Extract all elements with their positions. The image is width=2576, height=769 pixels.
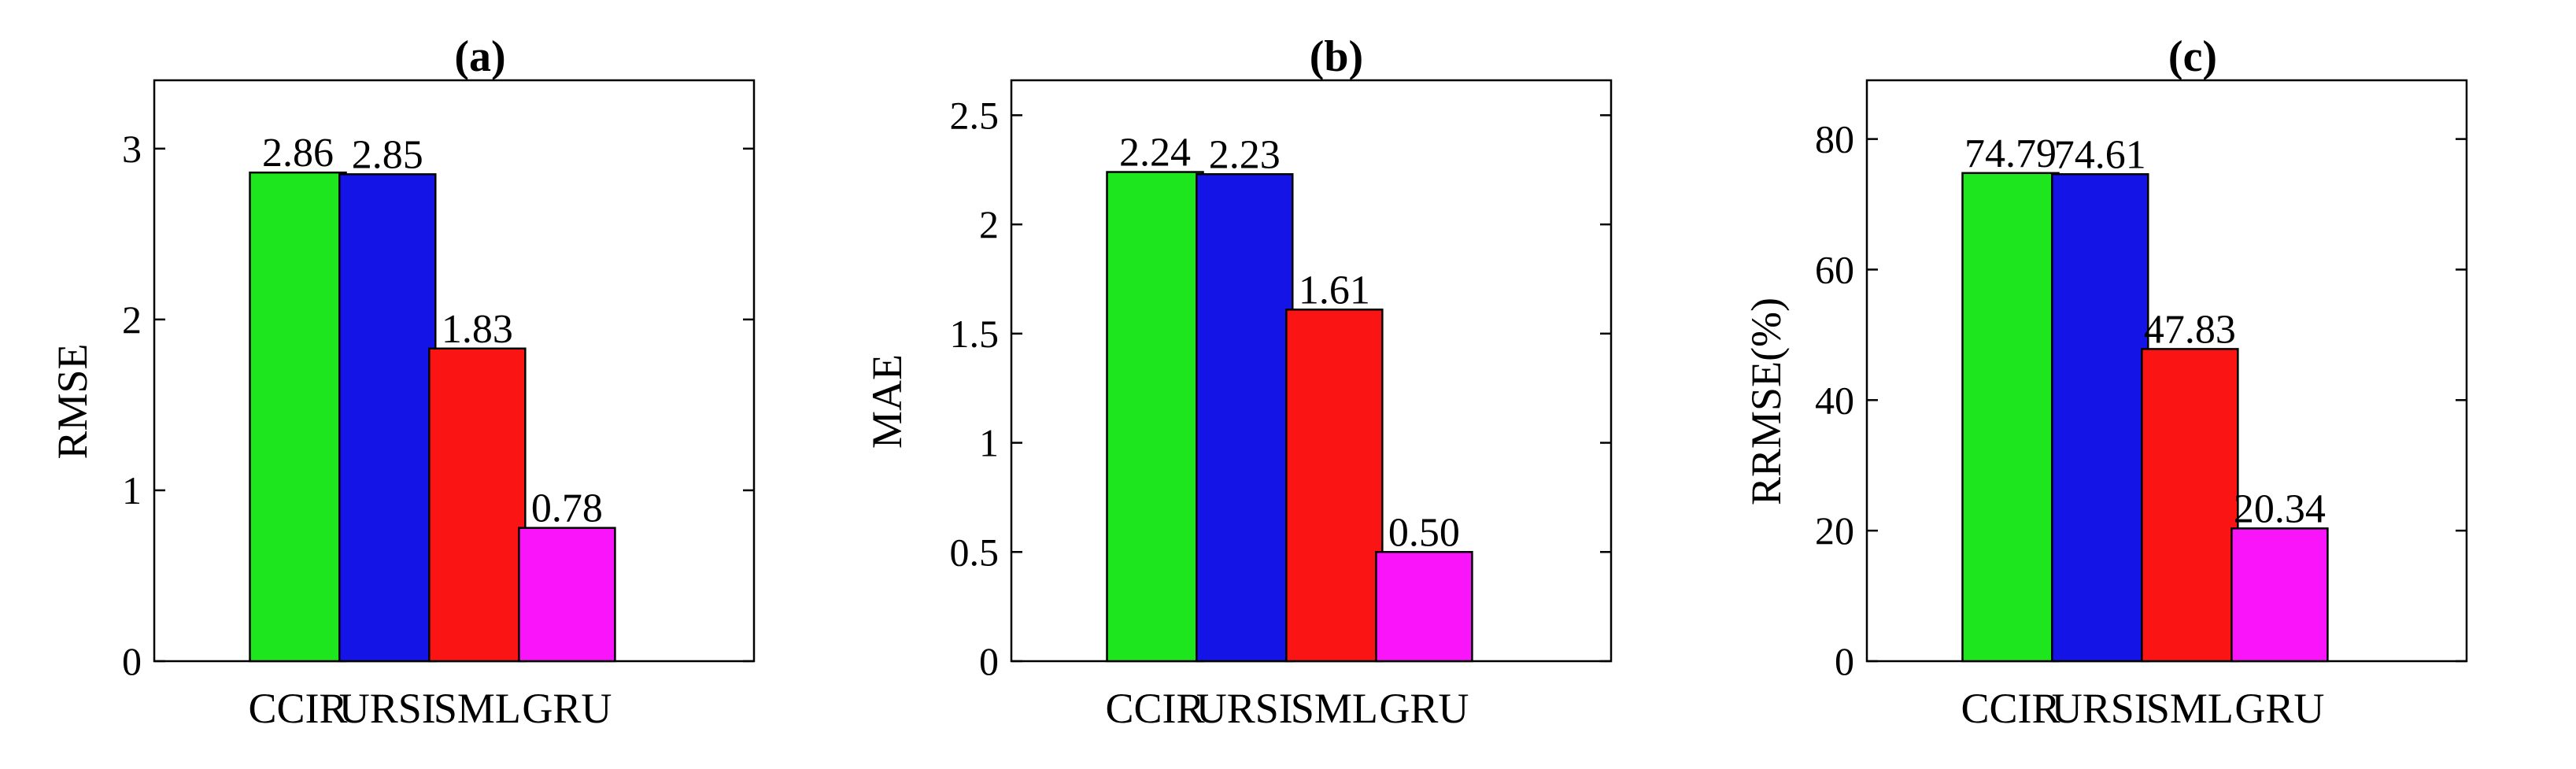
y-tick-label: 0 [1835, 639, 1854, 683]
panel-b-bars: 2.24 2.23 1.61 0.50 [1106, 131, 1473, 663]
x-tick-label-sml: SML [2146, 685, 2234, 732]
panel-a-bars: 2.86 2.85 1.83 0.78 [249, 131, 616, 663]
y-tick-label: 60 [1815, 247, 1854, 291]
x-tick-label-ccir: CCIR [1961, 685, 2060, 732]
bar-sml [428, 347, 527, 663]
y-tick-label: 1 [979, 421, 999, 465]
data-label-sml: 1.61 [1299, 268, 1370, 312]
bar-sml [1285, 309, 1384, 663]
data-label-ursi: 2.23 [1209, 132, 1281, 177]
y-tick-label: 1 [122, 468, 142, 512]
y-tick-label: 3 [122, 127, 142, 171]
bar-ccir [1106, 171, 1204, 663]
x-tick-label-gru: GRU [2234, 685, 2324, 732]
panel-b: (b) MAE 2.24 2.23 1.61 0.50 0 0.5 1 1.5 2 2.5 CC… [863, 32, 1613, 732]
panel-b-yaxis: 0 0.5 1 1.5 2 2.5 [950, 93, 1611, 683]
x-tick-label-gru: GRU [522, 685, 612, 732]
data-label-ursi: 2.85 [352, 132, 423, 177]
x-tick-label-gru: GRU [1379, 685, 1469, 732]
y-tick-label: 0 [979, 639, 999, 683]
panel-c-yaxis: 0 20 40 60 80 [1815, 117, 2467, 683]
y-tick-label: 2 [122, 298, 142, 342]
y-tick-label: 1.5 [950, 312, 1000, 356]
y-tick-label: 80 [1815, 117, 1854, 161]
x-tick-label-sml: SML [434, 685, 521, 732]
bar-gru [2230, 527, 2329, 663]
data-label-ccir: 74.79 [1964, 131, 2057, 176]
bar-gru [1375, 551, 1473, 663]
bar-ursi [1196, 173, 1294, 663]
bar-ccir [249, 171, 347, 663]
bar-ursi [2051, 173, 2149, 663]
x-tick-label-ccir: CCIR [1105, 685, 1204, 732]
data-label-gru: 0.78 [531, 486, 603, 531]
panel-a: (a) RMSE 2.86 2.85 1.83 0.78 0 1 2 3 CCIRURSIS… [49, 32, 756, 732]
panel-a-title: (a) [454, 32, 505, 81]
data-label-ccir: 2.24 [1119, 131, 1191, 176]
y-tick-label: 20 [1815, 508, 1854, 553]
bar-sml [2141, 348, 2239, 663]
data-label-ursi: 74.61 [2054, 132, 2146, 177]
bar-ursi [338, 173, 437, 663]
x-tick-label-sml: SML [1291, 685, 1378, 732]
panel-c-ylabel: RRMSE(%) [1743, 298, 1790, 505]
data-label-gru: 20.34 [2234, 486, 2326, 531]
x-tick-label-ccir: CCIR [248, 685, 347, 732]
panel-c-title: (c) [2168, 32, 2217, 81]
panel-a-yaxis: 0 1 2 3 [122, 127, 754, 683]
y-tick-label: 2 [979, 202, 999, 246]
panel-b-ylabel: MAE [863, 354, 911, 449]
panel-a-ylabel: RMSE [49, 343, 96, 459]
data-label-sml: 1.83 [442, 307, 513, 352]
bar-ccir [1961, 172, 2060, 663]
panel-b-title: (b) [1310, 32, 1363, 81]
x-tick-label-ursi: URSI [1196, 685, 1293, 732]
y-tick-label: 40 [1815, 378, 1854, 422]
bar-gru [518, 527, 616, 663]
data-label-ccir: 2.86 [262, 131, 334, 176]
y-tick-label: 0.5 [950, 530, 1000, 574]
x-tick-label-ursi: URSI [339, 685, 436, 732]
data-label-gru: 0.50 [1388, 510, 1460, 555]
data-label-sml: 47.83 [2144, 307, 2236, 352]
x-tick-label-ursi: URSI [2052, 685, 2149, 732]
y-tick-label: 0 [122, 639, 142, 683]
y-tick-label: 2.5 [950, 93, 1000, 137]
